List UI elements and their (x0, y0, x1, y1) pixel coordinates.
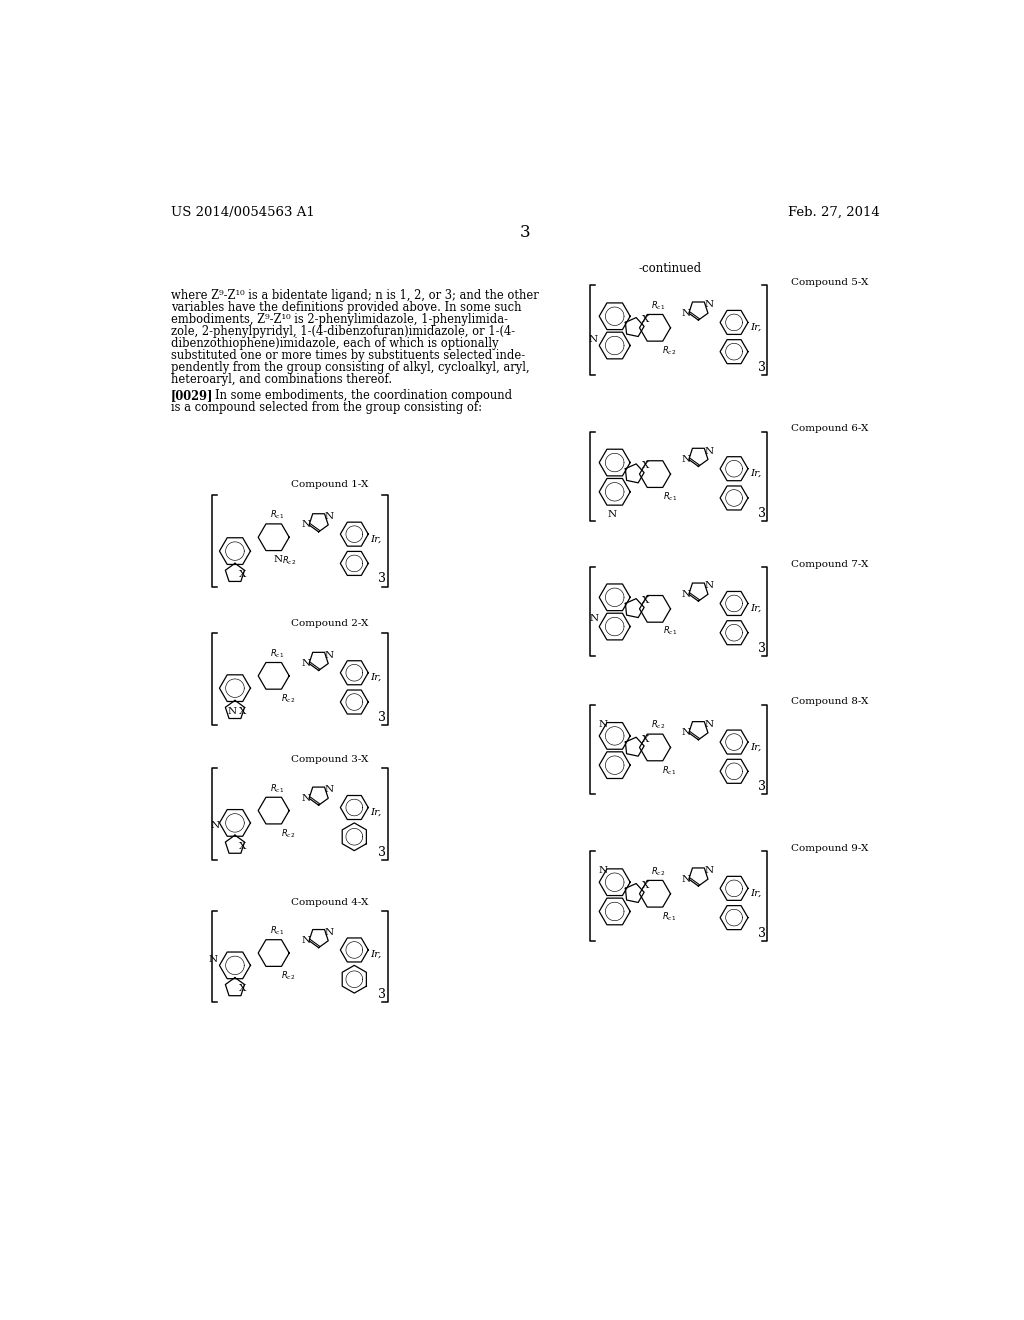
Text: Compound 3-X: Compound 3-X (291, 755, 369, 764)
Text: Compound 1-X: Compound 1-X (291, 480, 369, 490)
Text: zole, 2-phenylpyridyl, 1-(4-dibenzofuran)imidazole, or 1-(4-: zole, 2-phenylpyridyl, 1-(4-dibenzofuran… (171, 325, 515, 338)
Text: $R_{c1}$: $R_{c1}$ (662, 911, 676, 923)
Text: X: X (642, 315, 649, 323)
Text: 3: 3 (758, 927, 766, 940)
Text: N: N (681, 309, 690, 318)
Text: $R_{c2}$: $R_{c2}$ (281, 828, 295, 840)
Text: X: X (239, 985, 246, 993)
Text: is a compound selected from the group consisting of:: is a compound selected from the group co… (171, 400, 481, 413)
Text: N: N (325, 785, 334, 795)
Text: $R_{c1}$: $R_{c1}$ (269, 647, 284, 660)
Text: N: N (705, 866, 714, 875)
Text: 3: 3 (378, 711, 386, 723)
Text: N: N (598, 866, 607, 875)
Text: N: N (209, 954, 218, 964)
Text: X: X (239, 842, 246, 851)
Text: Ir,: Ir, (751, 322, 762, 331)
Text: dibenzothiophene)imidazole, each of which is optionally: dibenzothiophene)imidazole, each of whic… (171, 337, 499, 350)
Text: Compound 4-X: Compound 4-X (291, 898, 369, 907)
Text: Ir,: Ir, (751, 469, 762, 478)
Text: Ir,: Ir, (371, 535, 382, 544)
Text: $R_{c1}$: $R_{c1}$ (269, 508, 284, 521)
Text: $R_{c1}$: $R_{c1}$ (269, 924, 284, 937)
Text: N: N (227, 706, 237, 715)
Text: -continued: -continued (639, 263, 702, 276)
Text: pendently from the group consisting of alkyl, cycloalkyl, aryl,: pendently from the group consisting of a… (171, 360, 529, 374)
Text: N: N (302, 520, 311, 529)
Text: 3: 3 (758, 642, 766, 655)
Text: $R_{c2}$: $R_{c2}$ (281, 970, 295, 982)
Text: N: N (681, 729, 690, 738)
Text: N: N (589, 335, 598, 343)
Text: 3: 3 (519, 224, 530, 240)
Text: Ir,: Ir, (751, 888, 762, 898)
Text: Ir,: Ir, (371, 808, 382, 817)
Text: $R_{c2}$: $R_{c2}$ (662, 345, 676, 358)
Text: X: X (642, 880, 649, 890)
Text: $R_{c1}$: $R_{c1}$ (651, 300, 666, 312)
Text: substituted one or more times by substituents selected inde-: substituted one or more times by substit… (171, 348, 524, 362)
Text: N: N (302, 793, 311, 803)
Text: 3: 3 (378, 846, 386, 859)
Text: where Z⁹-Z¹⁰ is a bidentate ligand; n is 1, 2, or 3; and the other: where Z⁹-Z¹⁰ is a bidentate ligand; n is… (171, 289, 539, 302)
Text: 3: 3 (758, 360, 766, 374)
Text: N: N (325, 651, 334, 660)
Text: US 2014/0054563 A1: US 2014/0054563 A1 (171, 206, 314, 219)
Text: N: N (302, 936, 311, 945)
Text: 3: 3 (758, 780, 766, 793)
Text: Ir,: Ir, (751, 603, 762, 612)
Text: Compound 2-X: Compound 2-X (291, 619, 369, 628)
Text: heteroaryl, and combinations thereof.: heteroaryl, and combinations thereof. (171, 372, 392, 385)
Text: N: N (302, 659, 311, 668)
Text: X: X (642, 734, 649, 743)
Text: $R_{c1}$: $R_{c1}$ (664, 490, 678, 503)
Text: $R_{c2}$: $R_{c2}$ (282, 554, 296, 566)
Text: Compound 7-X: Compound 7-X (791, 560, 868, 569)
Text: $R_{c1}$: $R_{c1}$ (269, 781, 284, 795)
Text: N: N (681, 590, 690, 599)
Text: N: N (273, 556, 283, 564)
Text: 3: 3 (378, 989, 386, 1001)
Text: N: N (705, 300, 714, 309)
Text: Compound 9-X: Compound 9-X (791, 843, 868, 853)
Text: N: N (705, 719, 714, 729)
Text: embodiments, Z⁹-Z¹⁰ is 2-phenylimidazole, 1-phenylimida-: embodiments, Z⁹-Z¹⁰ is 2-phenylimidazole… (171, 313, 508, 326)
Text: N: N (590, 614, 599, 623)
Text: X: X (239, 570, 246, 579)
Text: N: N (705, 446, 714, 455)
Text: N: N (681, 455, 690, 463)
Text: N: N (598, 719, 607, 729)
Text: Feb. 27, 2014: Feb. 27, 2014 (788, 206, 880, 219)
Text: N: N (681, 875, 690, 883)
Text: N: N (325, 928, 334, 937)
Text: N: N (325, 512, 334, 521)
Text: 3: 3 (758, 507, 766, 520)
Text: variables have the definitions provided above. In some such: variables have the definitions provided … (171, 301, 521, 314)
Text: X: X (239, 708, 246, 715)
Text: Ir,: Ir, (371, 673, 382, 682)
Text: In some embodiments, the coordination compound: In some embodiments, the coordination co… (215, 388, 512, 401)
Text: N: N (607, 510, 616, 519)
Text: X: X (642, 461, 649, 470)
Text: Ir,: Ir, (371, 950, 382, 960)
Text: $R_{c1}$: $R_{c1}$ (664, 624, 678, 638)
Text: [0029]: [0029] (171, 388, 213, 401)
Text: $R_{c2}$: $R_{c2}$ (651, 865, 666, 878)
Text: 3: 3 (378, 573, 386, 585)
Text: Compound 5-X: Compound 5-X (791, 277, 868, 286)
Text: Ir,: Ir, (751, 742, 762, 751)
Text: Compound 6-X: Compound 6-X (791, 424, 868, 433)
Text: N: N (705, 581, 714, 590)
Text: $R_{c1}$: $R_{c1}$ (662, 764, 676, 776)
Text: X: X (642, 595, 649, 605)
Text: N: N (211, 821, 220, 830)
Text: $R_{c2}$: $R_{c2}$ (281, 693, 295, 705)
Text: Compound 8-X: Compound 8-X (791, 697, 868, 706)
Text: $R_{c2}$: $R_{c2}$ (651, 719, 666, 731)
